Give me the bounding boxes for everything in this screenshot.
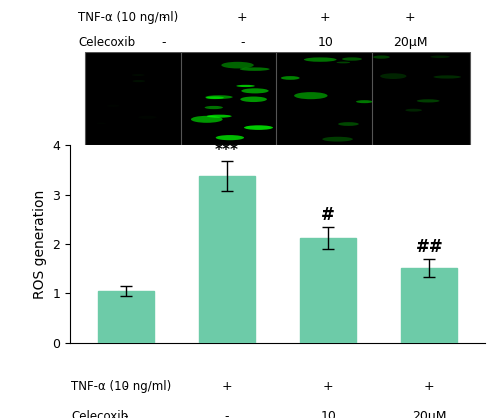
- Bar: [199, 176, 254, 343]
- Text: -: -: [240, 36, 244, 49]
- Ellipse shape: [338, 122, 359, 126]
- FancyBboxPatch shape: [276, 52, 374, 145]
- Text: -: -: [224, 410, 229, 418]
- Text: -: -: [161, 11, 166, 24]
- Text: +: +: [237, 11, 248, 24]
- Text: 20μM: 20μM: [393, 36, 428, 49]
- Ellipse shape: [206, 95, 233, 99]
- Text: TNF-α (10 ng/ml): TNF-α (10 ng/ml): [71, 380, 172, 393]
- Ellipse shape: [236, 85, 255, 87]
- Text: ***: ***: [215, 143, 239, 158]
- Bar: [98, 291, 154, 343]
- Text: #: #: [321, 206, 335, 224]
- Ellipse shape: [380, 73, 406, 79]
- Ellipse shape: [206, 97, 224, 99]
- Y-axis label: ROS generation: ROS generation: [32, 189, 46, 299]
- Ellipse shape: [373, 56, 390, 59]
- Text: Celecoxib: Celecoxib: [78, 36, 136, 49]
- Ellipse shape: [240, 97, 267, 102]
- Ellipse shape: [336, 61, 350, 64]
- Ellipse shape: [107, 104, 120, 107]
- Text: 10: 10: [320, 410, 336, 418]
- Ellipse shape: [281, 76, 299, 80]
- Text: +: +: [405, 11, 415, 24]
- Ellipse shape: [304, 57, 336, 62]
- FancyBboxPatch shape: [372, 52, 470, 145]
- Ellipse shape: [204, 106, 223, 109]
- Bar: [402, 268, 457, 343]
- Text: +: +: [424, 380, 434, 393]
- Ellipse shape: [240, 67, 270, 71]
- Ellipse shape: [132, 74, 144, 76]
- Ellipse shape: [417, 99, 440, 102]
- Ellipse shape: [216, 135, 244, 140]
- Text: ##: ##: [416, 238, 443, 256]
- Ellipse shape: [97, 122, 106, 124]
- Ellipse shape: [294, 92, 328, 99]
- Text: 10: 10: [318, 36, 333, 49]
- Bar: [300, 238, 356, 343]
- FancyBboxPatch shape: [86, 52, 184, 145]
- Text: Celecoxib: Celecoxib: [71, 410, 128, 418]
- Ellipse shape: [342, 57, 362, 61]
- FancyBboxPatch shape: [181, 52, 278, 145]
- Ellipse shape: [322, 137, 353, 142]
- Text: -: -: [161, 36, 166, 49]
- Text: TNF-α (10 ng/ml): TNF-α (10 ng/ml): [78, 11, 178, 24]
- Text: +: +: [222, 380, 232, 393]
- Text: -: -: [124, 380, 128, 393]
- Ellipse shape: [242, 88, 268, 93]
- Ellipse shape: [356, 100, 373, 103]
- Ellipse shape: [132, 80, 145, 82]
- Ellipse shape: [222, 62, 254, 69]
- Text: +: +: [320, 11, 330, 24]
- Ellipse shape: [244, 125, 273, 130]
- Ellipse shape: [191, 116, 222, 123]
- Ellipse shape: [406, 109, 422, 112]
- Ellipse shape: [206, 115, 232, 118]
- Ellipse shape: [430, 56, 450, 58]
- Text: -: -: [124, 410, 128, 418]
- Text: +: +: [323, 380, 334, 393]
- Ellipse shape: [138, 116, 156, 119]
- Text: 20μM: 20μM: [412, 410, 446, 418]
- Ellipse shape: [434, 75, 461, 79]
